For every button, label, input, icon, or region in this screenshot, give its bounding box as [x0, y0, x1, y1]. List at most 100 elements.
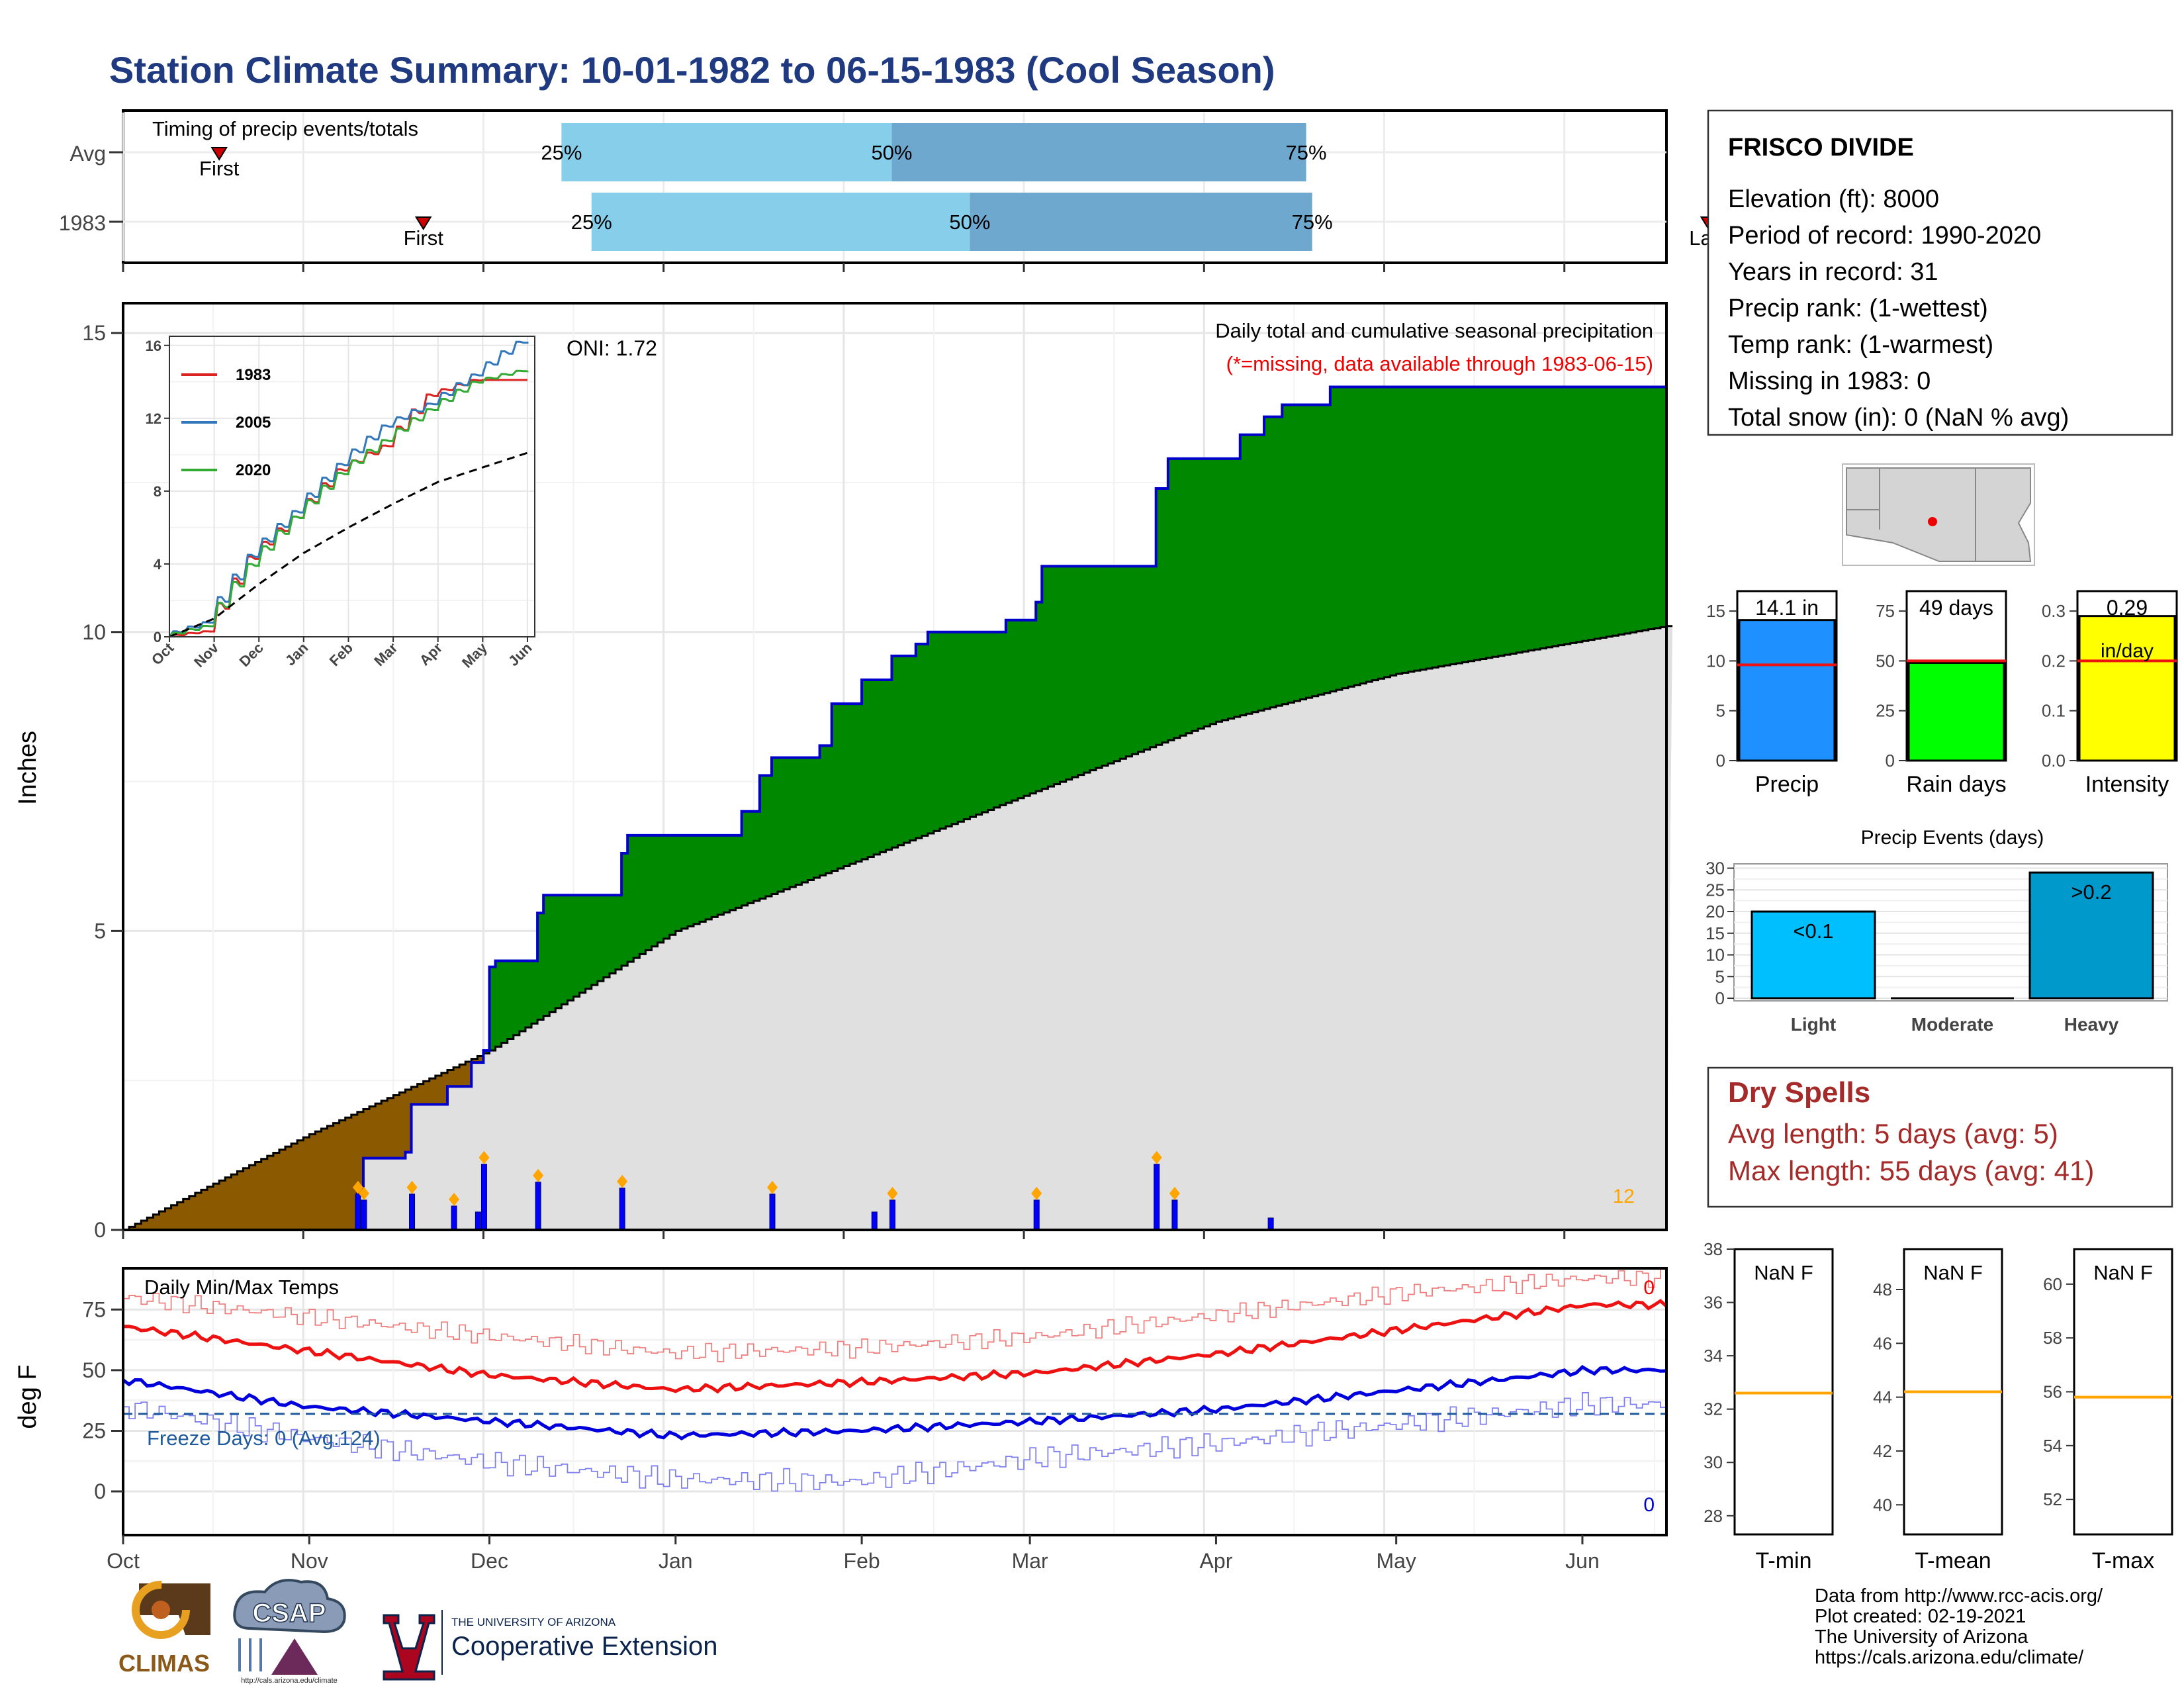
- daily-precip-bar: [619, 1188, 625, 1231]
- above-average-fill: [1318, 404, 1325, 695]
- above-average-fill: [1606, 387, 1613, 637]
- daily-precip-marker: [1169, 1186, 1180, 1200]
- above-average-fill: [1036, 602, 1042, 792]
- temp-y-tick-label: 50: [82, 1358, 106, 1382]
- above-average-fill: [603, 895, 610, 978]
- above-average-fill: [784, 757, 790, 890]
- temp-box-value: NaN F: [2093, 1261, 2153, 1284]
- below-average-fill: [165, 1208, 172, 1230]
- below-average-fill: [255, 1162, 262, 1230]
- daily-precip-marker: [766, 1180, 778, 1194]
- climas-logo-sun: [152, 1601, 170, 1619]
- daily-precip-bar: [1267, 1217, 1274, 1231]
- above-average-fill: [1384, 387, 1391, 677]
- below-average-fill: [465, 1061, 472, 1087]
- above-average-fill: [1354, 387, 1361, 685]
- temp-box-y-tick-label: 58: [2043, 1328, 2062, 1348]
- timing-label-50: 50%: [949, 211, 990, 234]
- page-title: Station Climate Summary: 10-01-1982 to 0…: [109, 49, 1275, 91]
- above-average-fill: [1192, 458, 1199, 731]
- daily-precip-bar: [355, 1194, 361, 1231]
- below-average-fill: [261, 1158, 268, 1230]
- temperature-boxes: NaN F 28 30 32 34 36 38 T-min NaN F 40 42 44 46 48 T-m…: [1704, 1239, 2173, 1573]
- dry-spells-title: Dry Spells: [1728, 1076, 1870, 1109]
- csap-logo: CSAP http://cals.arizona.edu/climate: [233, 1579, 346, 1685]
- summary-value-unit: in/day: [2101, 640, 2154, 662]
- station-info-frame: [1707, 109, 2173, 436]
- timing-label-75: 75%: [1286, 141, 1327, 164]
- summary-y-tick-label: 0.2: [2042, 651, 2066, 671]
- temp-x-tick-label: Nov: [291, 1549, 328, 1573]
- precip-y-tick-label: 10: [82, 620, 106, 644]
- above-average-fill: [657, 835, 664, 943]
- below-average-fill: [399, 1092, 406, 1158]
- above-average-fill: [1042, 566, 1048, 789]
- summary-y-tick-label: 0: [1886, 751, 1895, 771]
- temp-x-tick-label: Jan: [659, 1549, 693, 1573]
- above-average-fill: [1456, 387, 1463, 663]
- below-average-fill: [135, 1223, 142, 1230]
- precip-daily-bars: [352, 1150, 1274, 1231]
- events-y-tick-label: 0: [1715, 988, 1725, 1008]
- above-average-fill: [669, 835, 676, 935]
- timing-first-label: First: [199, 157, 240, 180]
- station-info-box: FRISCO DIVIDE Elevation (ft): 8000 Period…: [1707, 109, 2173, 436]
- above-average-fill: [1432, 387, 1439, 668]
- above-average-fill: [525, 961, 532, 1028]
- below-average-fill: [351, 1114, 358, 1230]
- temp-box-y-tick-label: 56: [2043, 1382, 2062, 1402]
- above-average-fill: [633, 835, 640, 959]
- above-average-fill: [1480, 387, 1487, 659]
- temp-frame: [122, 1267, 1668, 1536]
- below-average-fill: [291, 1143, 298, 1230]
- above-average-fill: [987, 632, 995, 810]
- above-average-fill: [1504, 387, 1511, 655]
- above-average-fill: [1216, 458, 1223, 722]
- above-average-fill: [1360, 387, 1367, 684]
- above-average-fill: [1540, 387, 1547, 649]
- above-average-fill: [1408, 387, 1415, 672]
- above-average-fill: [807, 757, 815, 880]
- above-average-fill: [771, 757, 778, 894]
- station-info-line: Period of record: 1990-2020: [1728, 222, 2041, 250]
- above-average-fill: [723, 835, 731, 913]
- temp-x-tick-label: Jun: [1565, 1549, 1600, 1573]
- below-average-fill: [453, 1067, 460, 1087]
- average-cumulative-area: [123, 626, 1673, 1230]
- above-average-fill: [1336, 387, 1343, 690]
- temp-box-y-tick-label: 28: [1704, 1506, 1723, 1526]
- below-average-fill: [309, 1134, 316, 1230]
- precip-annotation-missing: (*=missing, data available through 1983-…: [1226, 352, 1653, 375]
- above-average-fill: [1612, 387, 1619, 636]
- below-average-fill: [159, 1211, 166, 1230]
- csap-cloud: [233, 1579, 346, 1634]
- above-average-fill: [615, 895, 622, 970]
- above-average-fill: [765, 775, 772, 896]
- daily-precip-bar: [535, 1182, 541, 1231]
- above-average-fill: [519, 961, 526, 1031]
- timing-row-label-1983: 1983: [59, 211, 106, 235]
- temp-box-value: NaN F: [1754, 1261, 1813, 1284]
- climas-logo-shape: [139, 1583, 210, 1635]
- station-info-line: Missing in 1983: 0: [1728, 367, 1931, 395]
- above-average-fill: [1402, 387, 1409, 673]
- timing-label-50: 50%: [871, 141, 912, 164]
- temp-min-count: 0: [1643, 1494, 1655, 1516]
- above-average-fill: [537, 913, 544, 1020]
- above-average-fill: [1060, 566, 1067, 782]
- events-title: Precip Events (days): [1861, 827, 2044, 849]
- above-average-fill: [1150, 566, 1157, 747]
- above-average-fill: [874, 680, 880, 855]
- below-average-fill: [171, 1205, 178, 1230]
- temp-title: Daily Min/Max Temps: [144, 1276, 339, 1299]
- below-average-fill: [303, 1137, 310, 1230]
- above-average-fill: [549, 895, 556, 1012]
- location-map: [1842, 463, 2035, 566]
- above-average-fill: [933, 632, 940, 831]
- below-average-fill: [357, 1111, 364, 1194]
- above-average-fill: [946, 632, 952, 827]
- above-average-fill: [489, 966, 496, 1051]
- temp-box-y-tick-label: 44: [1873, 1387, 1892, 1407]
